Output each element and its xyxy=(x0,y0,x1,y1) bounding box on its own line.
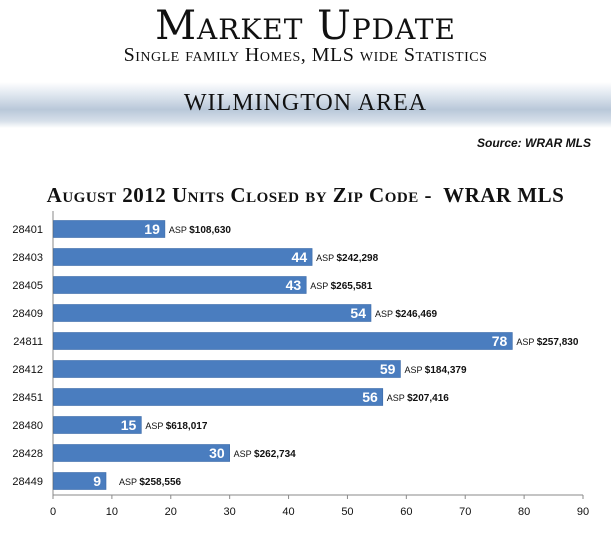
bar-value-label: 15 xyxy=(121,417,137,433)
asp-value: $618,017 xyxy=(166,421,208,432)
page-subtitle: Single family Homes, MLS wide Statistics xyxy=(123,44,488,66)
asp-prefix: ASP xyxy=(404,365,424,375)
category-label: 24811 xyxy=(13,336,43,348)
bar-value-label: 44 xyxy=(292,249,308,265)
asp-prefix: ASP xyxy=(119,477,139,487)
asp-annotation: ASP $108,630 xyxy=(169,225,232,236)
asp-prefix: ASP xyxy=(375,309,395,319)
asp-value: $207,416 xyxy=(407,393,449,404)
x-tick-label: 60 xyxy=(400,506,412,518)
bar-value-label: 19 xyxy=(144,221,160,237)
asp-value: $108,630 xyxy=(189,225,231,236)
bar-value-label: 9 xyxy=(93,473,101,489)
asp-annotation: ASP $262,734 xyxy=(234,449,297,460)
x-tick-label: 40 xyxy=(282,506,294,518)
x-tick-label: 10 xyxy=(106,506,118,518)
bar-value-label: 59 xyxy=(380,361,396,377)
x-tick-label: 70 xyxy=(459,506,471,518)
x-tick-label: 50 xyxy=(341,506,353,518)
area-heading: WILMINGTON AREA xyxy=(183,90,428,116)
bar xyxy=(53,248,313,266)
asp-annotation: ASP $242,298 xyxy=(316,253,379,264)
asp-annotation: ASP $257,830 xyxy=(516,337,579,348)
asp-annotation: ASP $184,379 xyxy=(404,365,467,376)
category-label: 28409 xyxy=(12,308,43,320)
bar xyxy=(53,472,107,490)
asp-value: $184,379 xyxy=(425,365,467,376)
category-label: 28401 xyxy=(12,224,43,236)
asp-prefix: ASP xyxy=(516,337,536,347)
bar xyxy=(53,304,372,322)
source-note: Source: WRAR MLS xyxy=(477,136,591,150)
asp-value: $262,734 xyxy=(254,449,296,460)
asp-annotation: ASP $207,416 xyxy=(387,393,450,404)
bar xyxy=(53,220,166,238)
category-label: 28403 xyxy=(12,252,43,264)
asp-annotation: ASP $246,469 xyxy=(375,309,438,320)
category-label: 28480 xyxy=(12,420,43,432)
bar xyxy=(53,360,401,378)
bar xyxy=(53,416,142,434)
asp-value: $246,469 xyxy=(395,309,437,320)
category-label: 28451 xyxy=(12,392,43,404)
bar-value-label: 43 xyxy=(286,277,302,293)
bar xyxy=(53,332,513,350)
asp-prefix: ASP xyxy=(316,253,336,263)
asp-annotation: ASP $265,581 xyxy=(310,281,373,292)
asp-prefix: ASP xyxy=(234,449,254,459)
category-label: 28428 xyxy=(12,448,43,460)
category-label: 28449 xyxy=(12,476,43,488)
bar-value-label: 30 xyxy=(209,445,225,461)
asp-value: $265,581 xyxy=(331,281,373,292)
x-tick-label: 20 xyxy=(165,506,177,518)
asp-annotation: ASP $258,556 xyxy=(119,477,182,488)
page-title: Market Update xyxy=(155,3,456,49)
x-tick-label: 0 xyxy=(50,506,56,518)
asp-value: $258,556 xyxy=(139,477,181,488)
bar xyxy=(53,276,307,294)
asp-value: $257,830 xyxy=(537,337,579,348)
bar-value-label: 78 xyxy=(492,333,508,349)
asp-annotation: ASP $618,017 xyxy=(145,421,208,432)
bar-value-label: 56 xyxy=(362,389,378,405)
x-tick-label: 80 xyxy=(518,506,530,518)
bar-value-label: 54 xyxy=(350,305,366,321)
bar xyxy=(53,388,384,406)
x-tick-label: 30 xyxy=(224,506,236,518)
bar xyxy=(53,444,230,462)
category-label: 28412 xyxy=(12,364,43,376)
x-tick-label: 90 xyxy=(577,506,589,518)
asp-prefix: ASP xyxy=(169,225,189,235)
asp-value: $242,298 xyxy=(336,253,378,264)
title-band xyxy=(0,82,611,128)
asp-prefix: ASP xyxy=(145,421,165,431)
chart-title: August 2012 Units Closed by Zip Code - W… xyxy=(46,183,565,207)
category-label: 28405 xyxy=(12,280,43,292)
asp-prefix: ASP xyxy=(387,393,407,403)
asp-prefix: ASP xyxy=(310,281,330,291)
